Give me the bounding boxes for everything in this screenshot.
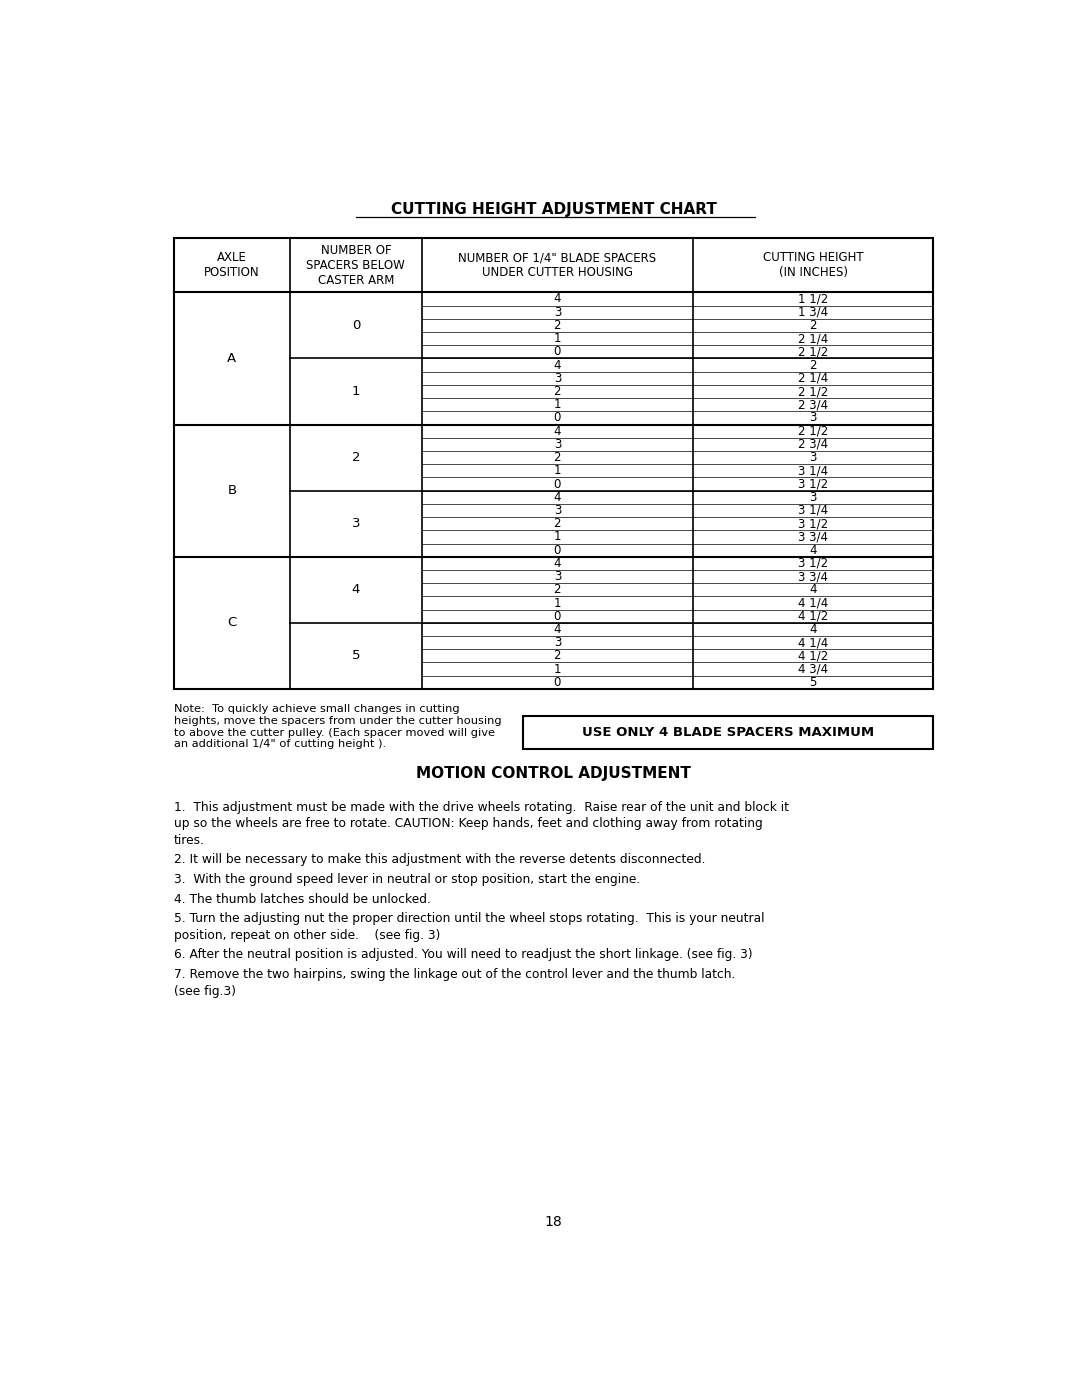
Text: 2 3/4: 2 3/4 — [798, 437, 828, 451]
Text: 2: 2 — [554, 386, 562, 398]
Text: 5: 5 — [352, 650, 360, 662]
Text: 0: 0 — [554, 412, 562, 425]
Text: 3 1/2: 3 1/2 — [798, 478, 828, 490]
Text: 3: 3 — [352, 517, 360, 531]
Text: 3: 3 — [554, 372, 562, 384]
Text: 1 1/2: 1 1/2 — [798, 292, 828, 306]
Text: 1: 1 — [554, 464, 562, 478]
Text: 4: 4 — [554, 623, 562, 636]
Text: USE ONLY 4 BLADE SPACERS MAXIMUM: USE ONLY 4 BLADE SPACERS MAXIMUM — [582, 726, 874, 739]
Text: 1 3/4: 1 3/4 — [798, 306, 828, 319]
Text: 3 1/4: 3 1/4 — [798, 464, 828, 478]
Text: 3 1/2: 3 1/2 — [798, 517, 828, 531]
Text: 1: 1 — [554, 662, 562, 676]
Text: 2: 2 — [554, 451, 562, 464]
Text: 1: 1 — [554, 332, 562, 345]
Text: 2: 2 — [809, 359, 816, 372]
Text: NUMBER OF 1/4" BLADE SPACERS
UNDER CUTTER HOUSING: NUMBER OF 1/4" BLADE SPACERS UNDER CUTTE… — [458, 251, 657, 279]
Text: 3: 3 — [554, 636, 562, 650]
Text: 0: 0 — [554, 478, 562, 490]
Text: CUTTING HEIGHT
(IN INCHES): CUTTING HEIGHT (IN INCHES) — [762, 251, 863, 279]
Text: 1: 1 — [352, 386, 360, 398]
Text: NUMBER OF
SPACERS BELOW
CASTER ARM: NUMBER OF SPACERS BELOW CASTER ARM — [307, 244, 405, 286]
Text: (see fig.3): (see fig.3) — [174, 985, 235, 997]
Text: 2 1/2: 2 1/2 — [798, 386, 828, 398]
Text: position, repeat on other side.    (see fig. 3): position, repeat on other side. (see fig… — [174, 929, 441, 942]
Text: 2. It will be necessary to make this adjustment with the reverse detents disconn: 2. It will be necessary to make this adj… — [174, 854, 705, 866]
Text: 1: 1 — [554, 398, 562, 411]
Text: 2: 2 — [554, 650, 562, 662]
Text: 3: 3 — [809, 412, 816, 425]
Text: 3.  With the ground speed lever in neutral or stop position, start the engine.: 3. With the ground speed lever in neutra… — [174, 873, 640, 886]
Text: Note:  To quickly achieve small changes in cutting
heights, move the spacers fro: Note: To quickly achieve small changes i… — [174, 704, 501, 749]
Text: CUTTING HEIGHT ADJUSTMENT CHART: CUTTING HEIGHT ADJUSTMENT CHART — [391, 203, 716, 218]
Text: 2 1/2: 2 1/2 — [798, 425, 828, 437]
Text: up so the wheels are free to rotate. CAUTION: Keep hands, feet and clothing away: up so the wheels are free to rotate. CAU… — [174, 817, 762, 830]
Text: 0: 0 — [554, 543, 562, 556]
Text: 1: 1 — [554, 531, 562, 543]
Text: 4: 4 — [554, 359, 562, 372]
Text: MOTION CONTROL ADJUSTMENT: MOTION CONTROL ADJUSTMENT — [416, 766, 691, 781]
Text: 2 1/4: 2 1/4 — [798, 372, 828, 384]
Text: 5. Turn the adjusting nut the proper direction until the wheel stops rotating.  : 5. Turn the adjusting nut the proper dir… — [174, 912, 765, 925]
Text: 3 3/4: 3 3/4 — [798, 531, 828, 543]
Text: 0: 0 — [554, 676, 562, 689]
Text: 4. The thumb latches should be unlocked.: 4. The thumb latches should be unlocked. — [174, 893, 431, 905]
Text: 18: 18 — [544, 1215, 563, 1229]
Text: 7. Remove the two hairpins, swing the linkage out of the control lever and the t: 7. Remove the two hairpins, swing the li… — [174, 968, 735, 981]
Text: 1.  This adjustment must be made with the drive wheels rotating.  Raise rear of : 1. This adjustment must be made with the… — [174, 800, 788, 813]
Text: 4 1/2: 4 1/2 — [798, 609, 828, 623]
Text: 2 3/4: 2 3/4 — [798, 398, 828, 411]
Text: 0: 0 — [554, 345, 562, 359]
Text: 4: 4 — [554, 292, 562, 306]
Text: AXLE
POSITION: AXLE POSITION — [204, 251, 259, 279]
Text: 3: 3 — [809, 451, 816, 464]
Text: 3: 3 — [809, 490, 816, 504]
Text: 3 1/2: 3 1/2 — [798, 557, 828, 570]
Text: 2: 2 — [554, 517, 562, 531]
Text: 3: 3 — [554, 570, 562, 583]
Text: A: A — [227, 352, 237, 365]
Text: 4: 4 — [809, 623, 816, 636]
Text: 4 1/2: 4 1/2 — [798, 650, 828, 662]
Bar — [174, 239, 933, 689]
Text: 4: 4 — [809, 543, 816, 556]
Text: 6. After the neutral position is adjusted. You will need to readjust the short l: 6. After the neutral position is adjuste… — [174, 949, 753, 961]
Text: 4: 4 — [554, 557, 562, 570]
Text: 4 3/4: 4 3/4 — [798, 662, 828, 676]
Text: tires.: tires. — [174, 834, 205, 847]
Text: 4: 4 — [554, 490, 562, 504]
Text: 2: 2 — [809, 319, 816, 332]
Text: 4: 4 — [352, 584, 360, 597]
Text: 2: 2 — [554, 319, 562, 332]
Text: 3: 3 — [554, 437, 562, 451]
Bar — [523, 715, 933, 749]
Text: 3: 3 — [554, 306, 562, 319]
Text: 4 1/4: 4 1/4 — [798, 636, 828, 650]
Text: 1: 1 — [554, 597, 562, 609]
Text: B: B — [227, 485, 237, 497]
Text: 2 1/4: 2 1/4 — [798, 332, 828, 345]
Text: 4: 4 — [809, 584, 816, 597]
Text: 4 1/4: 4 1/4 — [798, 597, 828, 609]
Text: 0: 0 — [554, 609, 562, 623]
Text: 4: 4 — [554, 425, 562, 437]
Text: C: C — [227, 616, 237, 629]
Text: 3: 3 — [554, 504, 562, 517]
Text: 3 3/4: 3 3/4 — [798, 570, 828, 583]
Text: 5: 5 — [809, 676, 816, 689]
Text: 2 1/2: 2 1/2 — [798, 345, 828, 359]
Text: 2: 2 — [352, 451, 360, 464]
Text: 2: 2 — [554, 584, 562, 597]
Text: 0: 0 — [352, 319, 360, 332]
Text: 3 1/4: 3 1/4 — [798, 504, 828, 517]
